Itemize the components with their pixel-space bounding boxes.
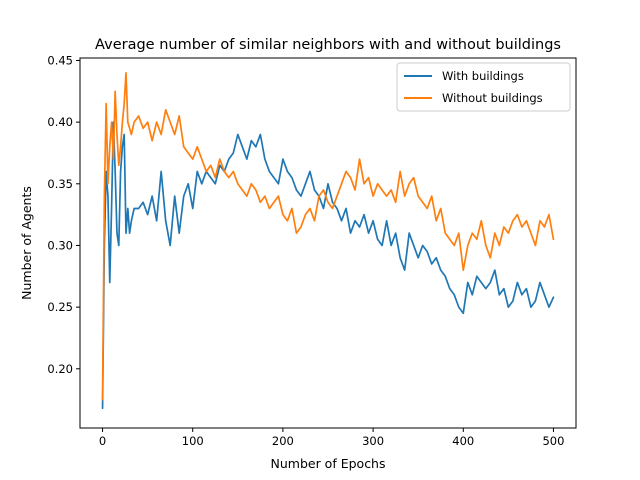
series-line-with-buildings [101,121,555,410]
legend-label-without-buildings: Without buildings [442,91,543,105]
x-tick-label: 0 [99,434,106,448]
y-tick-label: 0.20 [47,362,73,376]
x-tick-label: 200 [272,434,294,448]
plot-area [79,57,577,429]
legend-box [396,62,571,112]
y-tick-label: 0.45 [47,53,73,67]
y-axis-label: Number of Agents [19,186,34,300]
x-axis-ticks: 0 100 200 300 400 500 [99,428,564,448]
x-tick-label: 100 [182,434,204,448]
series-layer [101,71,555,410]
y-tick-label: 0.30 [47,238,73,252]
x-tick-label: 500 [542,434,564,448]
x-tick-label: 400 [452,434,474,448]
chart-title: Average number of similar neighbors with… [95,37,561,53]
series-line-without-buildings [101,71,555,401]
legend-label-with-buildings: With buildings [442,69,524,83]
y-tick-label: 0.35 [47,177,73,191]
y-axis-ticks: 0.20 0.25 0.30 0.35 0.40 0.45 [47,53,80,376]
legend: With buildings Without buildings [396,62,571,112]
x-tick-label: 300 [362,434,384,448]
y-tick-label: 0.40 [47,115,73,129]
y-tick-label: 0.25 [47,300,73,314]
x-axis-label: Number of Epochs [271,456,386,471]
axes-frame [79,57,577,429]
